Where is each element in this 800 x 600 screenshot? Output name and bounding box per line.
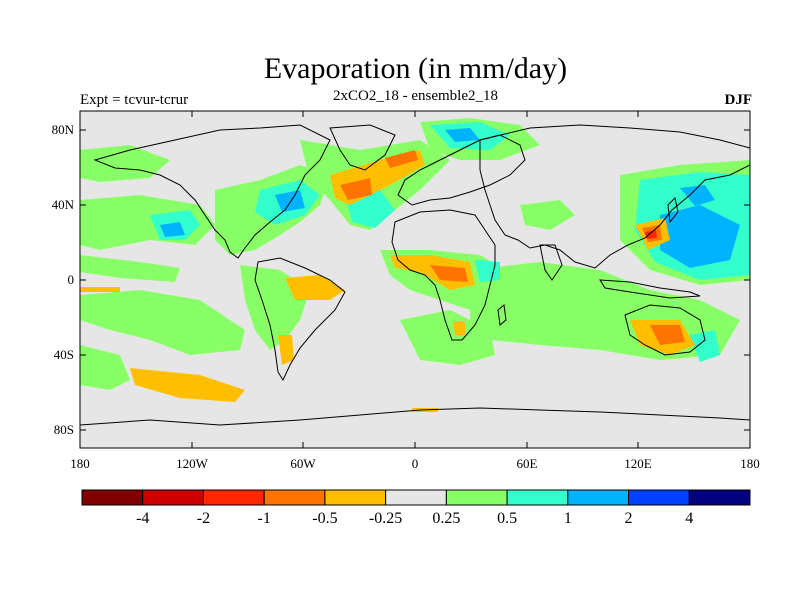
field-blue-kuroshio: [680, 185, 715, 206]
field-orange-brazil: [285, 275, 345, 300]
field-darkorange-australia: [650, 325, 685, 345]
field-cyan-australia: [690, 330, 720, 362]
colorbar-swatch: [506, 489, 569, 506]
y-tick-marks: [80, 129, 750, 431]
colorbar-label: 0.5: [497, 510, 517, 527]
field-orange-s-pacific: [130, 368, 245, 402]
colorbar-swatch: [81, 489, 144, 506]
field-darkorange-n-atlantic: [385, 150, 418, 168]
coastline-asia: [479, 124, 751, 269]
y-tick-label: 40S: [54, 347, 74, 362]
coastline-africa: [391, 209, 496, 341]
y-tick-label: 80S: [54, 422, 74, 437]
field-green-n-pacific-east: [80, 145, 170, 182]
coastline-europe: [397, 134, 526, 206]
colorbar-label: 0.25: [432, 510, 460, 527]
coastline-south-america: [254, 257, 346, 382]
x-tick-label: 60E: [517, 456, 538, 471]
colorbar-label: 1: [564, 510, 572, 527]
field-blue-arctic: [445, 128, 480, 142]
coastline-greenland: [329, 124, 396, 171]
y-tick-label: 40N: [52, 197, 75, 212]
field-blue-w-pacific: [660, 205, 740, 268]
map-subtitle: 2xCO2_18 - ensemble2_18: [333, 88, 498, 104]
x-tick-marks: [79, 111, 751, 448]
x-tick-label: 120E: [624, 456, 652, 471]
coastline-madagascar: [497, 304, 507, 326]
experiment-label: Expt = tcvur-tcrur: [80, 92, 189, 108]
field-green-s-pacific: [80, 290, 245, 355]
field-orange-s-africa: [453, 322, 465, 335]
field-orange-sahel: [390, 255, 475, 290]
field-cyan-africa: [475, 260, 500, 282]
x-tick-label: 180: [740, 456, 760, 471]
field-darkorange-atlantic: [340, 178, 372, 200]
colorbar-label: -2: [197, 510, 210, 527]
map-title: Evaporation (in mm/day): [263, 52, 568, 85]
colorbar-label: 4: [685, 510, 693, 527]
colorbar-label: -0.25: [369, 510, 402, 527]
field-green-s-pacific-2: [80, 345, 130, 390]
colorbar-swatch: [324, 489, 387, 506]
colorbar-swatch: [385, 489, 447, 506]
colorbar-swatch: [445, 489, 508, 506]
colorbar-swatch: [142, 489, 204, 506]
colorbar-swatch: [628, 489, 690, 506]
field-blue-atlantic: [275, 190, 305, 212]
x-tick-label: 0: [412, 456, 419, 471]
y-tick-label: 0: [68, 272, 75, 287]
field-green-e-pacific: [80, 255, 180, 282]
coastline-antarctica: [79, 407, 751, 426]
field-red-japan: [645, 230, 657, 239]
x-tick-label: 120W: [176, 456, 209, 471]
coastline-north-america: [93, 124, 331, 259]
coastline-india: [539, 244, 563, 281]
field-orange-argentina: [278, 335, 294, 365]
coastlines: [79, 124, 751, 426]
field-blue-n-pacific: [160, 222, 185, 237]
x-tick-label: 180: [70, 456, 90, 471]
colorbar-swatch: [688, 489, 751, 506]
colorbar-label: 2: [625, 510, 633, 527]
colorbar-swatch: [263, 489, 326, 506]
colorbar-swatch: [202, 489, 265, 506]
field-darkorange-sahel: [430, 265, 468, 282]
colorbar: -4 -2 -1 -0.5 -0.25 0.25 0.5 1 2 4: [81, 489, 751, 527]
coastline-japan: [667, 196, 679, 224]
field-green-china: [520, 200, 575, 230]
colorbar-swatch: [567, 489, 630, 506]
field-orange-e-pacific: [80, 287, 120, 292]
y-tick-label: 80N: [52, 122, 75, 137]
x-tick-label: 60W: [290, 456, 316, 471]
coastline-australia: [624, 304, 706, 356]
field-green-s-atlantic: [400, 310, 495, 365]
anomaly-fields: [80, 118, 750, 412]
season-label: DJF: [724, 92, 753, 108]
colorbar-label: -0.5: [312, 510, 337, 527]
colorbar-label: -1: [258, 510, 271, 527]
colorbar-label: -4: [136, 510, 149, 527]
coastline-indonesia: [599, 279, 701, 299]
